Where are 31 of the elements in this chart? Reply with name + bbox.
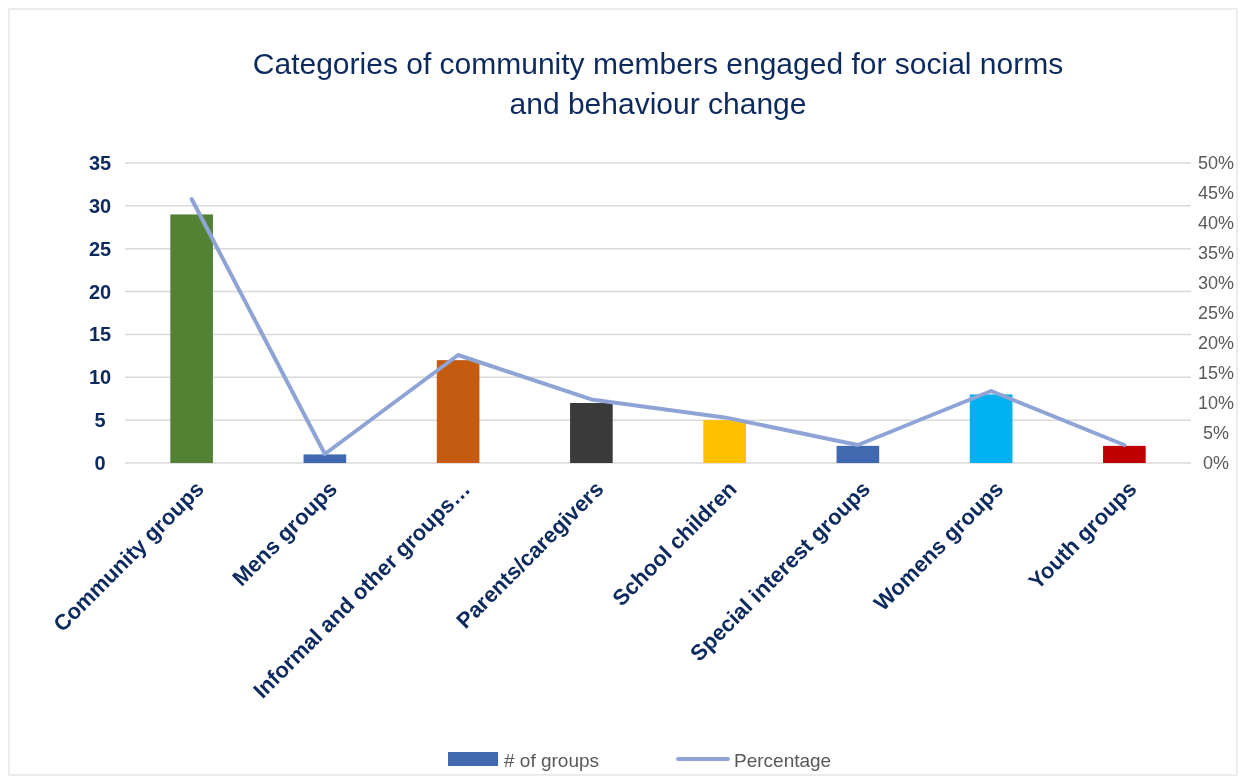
- bar: [703, 420, 746, 463]
- y-tick-label: 35: [88, 152, 112, 174]
- y-tick-label: 15: [88, 323, 112, 346]
- y-tick-label: 20: [88, 280, 112, 303]
- bar: [570, 403, 613, 463]
- bar: [170, 214, 213, 463]
- bar: [969, 394, 1013, 463]
- y2-tick-label: 30%: [1197, 273, 1235, 294]
- y2-tick-label: 15%: [1197, 363, 1235, 384]
- y-tick-label: 25: [88, 237, 112, 260]
- bar: [1103, 445, 1146, 463]
- y2-tick-label: 40%: [1197, 213, 1235, 234]
- y2-tick-label: 0%: [1202, 453, 1230, 474]
- bar: [303, 454, 347, 463]
- y2-tick-label: 50%: [1197, 153, 1235, 174]
- chart-title: Categories of community members engaged for social norms and behaviour change: [252, 47, 1064, 120]
- line-series: [189, 197, 1127, 456]
- y-tick-label: 30: [88, 194, 112, 217]
- y-tick-label: 5: [94, 409, 106, 432]
- y2-tick-label: 20%: [1197, 333, 1235, 354]
- y2-tick-label: 10%: [1197, 393, 1235, 414]
- legend-label: Percentage: [734, 749, 832, 771]
- y-tick-label: 10: [88, 366, 112, 389]
- y2-tick-label: 25%: [1197, 303, 1235, 324]
- y2-tick-label: 45%: [1197, 183, 1235, 204]
- bar: [836, 445, 880, 463]
- y2-tick-label: 35%: [1197, 243, 1235, 264]
- bar: [436, 360, 480, 463]
- y-tick-label: 0: [94, 452, 106, 474]
- y2-tick-label: 5%: [1202, 423, 1230, 444]
- legend-label: # of groups: [504, 749, 600, 771]
